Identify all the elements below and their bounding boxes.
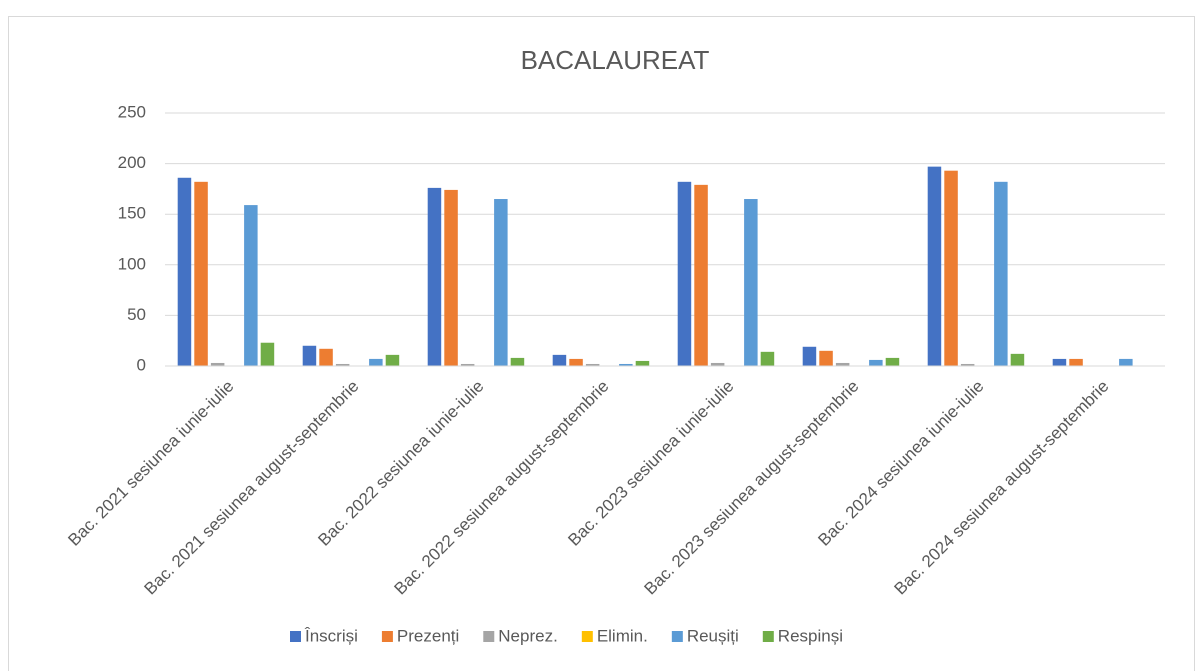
bar <box>260 342 275 366</box>
bar <box>744 199 758 366</box>
bar <box>335 363 350 366</box>
y-tick-label: 50 <box>127 305 146 324</box>
y-tick-label: 100 <box>118 254 146 273</box>
bar <box>460 363 475 366</box>
legend-label: Neprez. <box>498 626 558 645</box>
legend-label: Prezenți <box>397 626 459 645</box>
bar <box>319 348 333 366</box>
bar <box>944 170 958 366</box>
bar <box>385 354 400 366</box>
bar <box>552 354 567 366</box>
legend-label: Elimin. <box>597 626 648 645</box>
legend-swatch <box>581 631 593 642</box>
bar <box>635 360 650 366</box>
legend-swatch <box>381 631 393 642</box>
bar <box>427 187 442 366</box>
bar <box>244 205 258 366</box>
chart-title: BACALAUREAT <box>521 45 710 75</box>
bar <box>369 358 383 366</box>
bar <box>444 189 458 366</box>
legend-label: Respinși <box>778 626 843 645</box>
y-tick-label: 150 <box>118 204 146 223</box>
y-tick-label: 0 <box>137 355 146 374</box>
bar <box>585 363 600 366</box>
bar <box>710 362 725 366</box>
legend-label: Reușiți <box>687 626 739 645</box>
bar <box>927 166 942 366</box>
bar <box>194 181 208 366</box>
bar <box>994 181 1008 366</box>
bar <box>885 357 900 366</box>
legend-swatch <box>671 631 683 642</box>
bar <box>302 345 317 366</box>
bar <box>1052 358 1067 366</box>
bar <box>619 363 633 366</box>
bar <box>819 350 833 366</box>
bar <box>1119 358 1133 366</box>
bar <box>677 181 692 366</box>
legend-label: Înscriși <box>304 626 358 645</box>
bar <box>1010 353 1025 366</box>
bar <box>960 363 975 366</box>
legend-swatch <box>762 631 774 642</box>
bar <box>1069 358 1083 366</box>
bar <box>494 199 508 366</box>
y-tick-label: 250 <box>118 102 146 121</box>
legend-swatch <box>290 631 301 642</box>
legend-swatch <box>483 631 495 642</box>
bar <box>569 358 583 366</box>
bar <box>835 362 850 366</box>
bar <box>869 359 883 366</box>
bar <box>802 346 817 366</box>
bar <box>510 357 525 366</box>
bar <box>210 362 225 366</box>
bar <box>694 184 708 366</box>
y-tick-label: 200 <box>118 153 146 172</box>
bar <box>760 351 775 366</box>
bar <box>177 177 192 366</box>
